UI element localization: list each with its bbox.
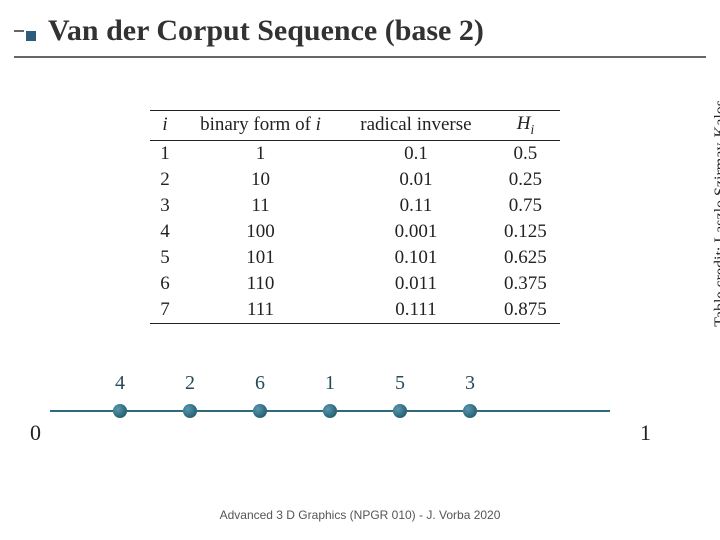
cell: 2 bbox=[150, 167, 180, 193]
cell: 0.001 bbox=[341, 219, 491, 245]
th-bin-text: binary form of bbox=[200, 114, 311, 135]
cell: 0.375 bbox=[491, 271, 560, 297]
cell: 0.875 bbox=[491, 297, 560, 324]
numberline: 4 2 6 1 5 3 bbox=[50, 372, 610, 442]
table-header-row: i binary form of i radical inverse Hi bbox=[150, 111, 560, 141]
cell: 1 bbox=[180, 140, 341, 167]
table-row: 110.10.5 bbox=[150, 140, 560, 167]
cell: 0.101 bbox=[341, 245, 491, 271]
cell: 7 bbox=[150, 297, 180, 324]
title-rule bbox=[14, 56, 706, 58]
table-body: 110.10.5 2100.010.25 3110.110.75 41000.0… bbox=[150, 140, 560, 323]
numberline-point-label: 1 bbox=[315, 372, 345, 395]
page-title: Van der Corput Sequence (base 2) bbox=[48, 14, 484, 47]
table-credit: Table credit: Laszlo Szirmay-Kalos bbox=[712, 100, 720, 327]
cell: 101 bbox=[180, 245, 341, 271]
th-h-text: H bbox=[517, 113, 531, 134]
cell: 100 bbox=[180, 219, 341, 245]
table-row: 41000.0010.125 bbox=[150, 219, 560, 245]
cell: 0.125 bbox=[491, 219, 560, 245]
th-i-text: i bbox=[162, 114, 167, 135]
numberline-point-label: 3 bbox=[455, 372, 485, 395]
numberline-point-label: 6 bbox=[245, 372, 275, 395]
cell: 11 bbox=[180, 193, 341, 219]
cell: 3 bbox=[150, 193, 180, 219]
table-row: 71110.1110.875 bbox=[150, 297, 560, 324]
cell: 0.01 bbox=[341, 167, 491, 193]
cell: 6 bbox=[150, 271, 180, 297]
numberline-dot-icon bbox=[113, 404, 127, 418]
th-rad: radical inverse bbox=[341, 111, 491, 141]
table-row: 51010.1010.625 bbox=[150, 245, 560, 271]
cell: 111 bbox=[180, 297, 341, 324]
cell: 0.1 bbox=[341, 140, 491, 167]
numberline-dot-icon bbox=[323, 404, 337, 418]
title-bullet-icon bbox=[26, 31, 36, 41]
cell: 110 bbox=[180, 271, 341, 297]
cell: 0.75 bbox=[491, 193, 560, 219]
table-row: 2100.010.25 bbox=[150, 167, 560, 193]
cell: 1 bbox=[150, 140, 180, 167]
numberline-dot-icon bbox=[253, 404, 267, 418]
th-h: Hi bbox=[491, 111, 560, 141]
cell: 0.011 bbox=[341, 271, 491, 297]
slide: Van der Corput Sequence (base 2) i binar… bbox=[0, 0, 720, 540]
cell: 4 bbox=[150, 219, 180, 245]
th-bin: binary form of i bbox=[180, 111, 341, 141]
numberline-dot-icon bbox=[393, 404, 407, 418]
cell: 0.11 bbox=[341, 193, 491, 219]
numberline-point-label: 4 bbox=[105, 372, 135, 395]
numberline-point-label: 5 bbox=[385, 372, 415, 395]
numberline-dot-icon bbox=[183, 404, 197, 418]
numberline-end-right: 1 bbox=[640, 420, 651, 446]
cell: 10 bbox=[180, 167, 341, 193]
numberline-end-left: 0 bbox=[30, 420, 41, 446]
cell: 0.111 bbox=[341, 297, 491, 324]
cell: 0.625 bbox=[491, 245, 560, 271]
cell: 0.25 bbox=[491, 167, 560, 193]
table: i binary form of i radical inverse Hi 11… bbox=[150, 110, 560, 324]
cell: 5 bbox=[150, 245, 180, 271]
numberline-dot-icon bbox=[463, 404, 477, 418]
th-i: i bbox=[150, 111, 180, 141]
vdc-table: i binary form of i radical inverse Hi 11… bbox=[150, 110, 560, 324]
title-area: Van der Corput Sequence (base 2) bbox=[0, 0, 720, 56]
footer-text: Advanced 3 D Graphics (NPGR 010) - J. Vo… bbox=[0, 508, 720, 522]
table-row: 61100.0110.375 bbox=[150, 271, 560, 297]
cell: 0.5 bbox=[491, 140, 560, 167]
numberline-point-label: 2 bbox=[175, 372, 205, 395]
table-row: 3110.110.75 bbox=[150, 193, 560, 219]
